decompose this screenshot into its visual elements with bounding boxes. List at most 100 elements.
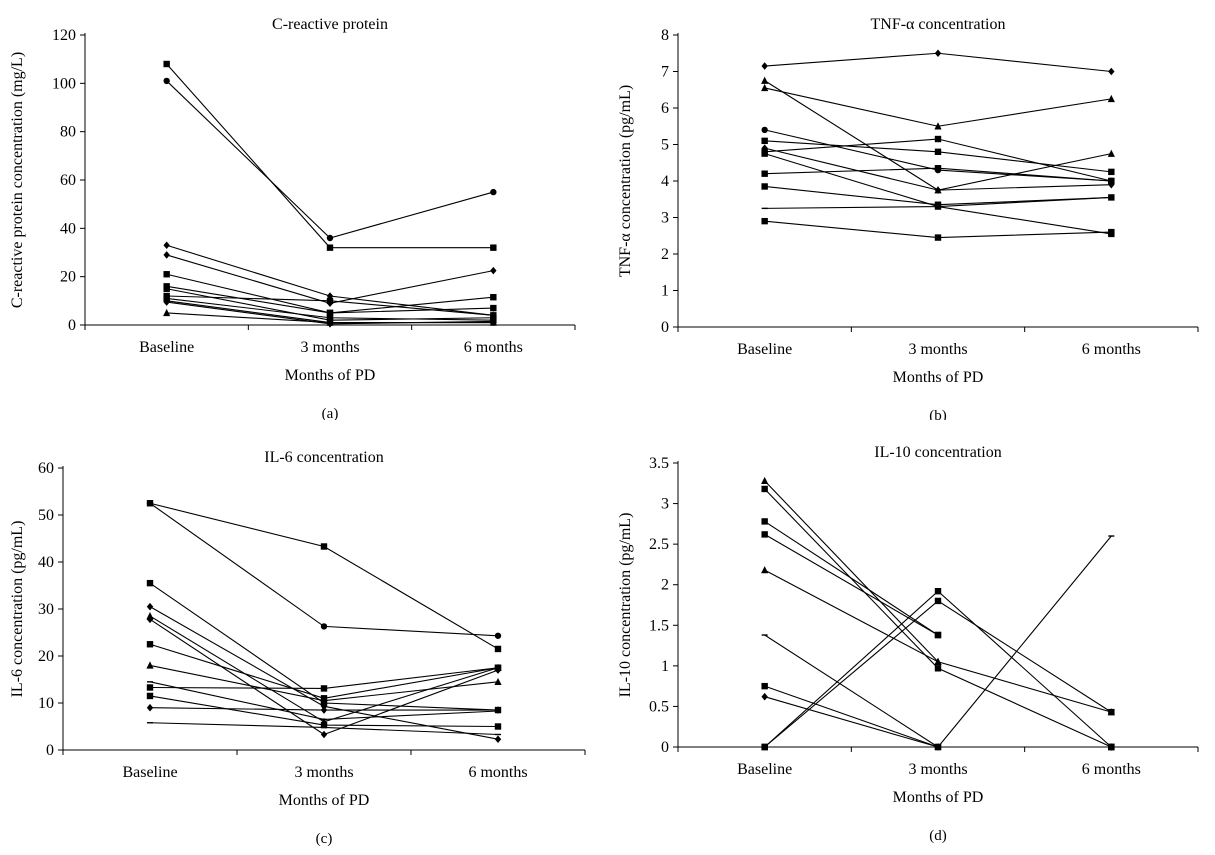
y-tick-label: 1.5 [649, 617, 669, 634]
series-12 [146, 703, 502, 714]
data-point [490, 244, 497, 251]
data-point [761, 682, 768, 690]
data-point [934, 743, 942, 751]
data-point [494, 677, 502, 686]
data-point [761, 476, 769, 485]
y-tick-label: 7 [661, 64, 669, 81]
y-tick-label: 80 [60, 124, 76, 141]
data-point [490, 294, 497, 301]
data-point [761, 76, 769, 84]
x-tick-label: Baseline [737, 761, 792, 778]
y-axis-title: TNF-α concentration (pg/mL) [617, 85, 634, 277]
series-7 [761, 682, 1115, 751]
y-tick-label: 8 [661, 27, 669, 44]
data-point [494, 664, 502, 671]
data-point [761, 217, 768, 225]
y-tick-label: 2 [661, 246, 669, 263]
data-point [494, 645, 502, 653]
series-11 [761, 743, 1115, 751]
data-point [761, 170, 768, 177]
data-point [934, 165, 942, 172]
data-point [761, 531, 768, 538]
series-line [764, 569, 939, 663]
y-tick-label: 60 [60, 172, 76, 189]
chart-svg-c: 0 10 20 30 40 50 60 Baseline 3 months 6 months IL-… [9, 449, 586, 847]
series-line [149, 502, 499, 637]
series-10 [761, 597, 1115, 751]
x-tick-label: 6 months [464, 339, 523, 356]
chart-svg-a: 0 20 40 60 80 100 120 Baseline 3 months 6 months C… [9, 16, 576, 420]
y-tick-label: 2.5 [649, 536, 669, 553]
data-point [146, 641, 154, 648]
y-tick-label: 0 [661, 319, 669, 336]
data-point [761, 566, 769, 574]
chart-title: C-reactive protein [272, 16, 388, 33]
x-tick-label: 6 months [1082, 761, 1141, 778]
y-tick-label: 60 [38, 460, 54, 477]
data-point [761, 183, 768, 190]
panel-caption: (c) [316, 831, 333, 847]
data-point [320, 730, 328, 739]
data-point [1108, 177, 1115, 185]
x-axis-title: Months of PD [285, 367, 376, 384]
data-point [761, 485, 768, 493]
data-point [1108, 228, 1115, 236]
series-1 [761, 49, 1115, 76]
series-4 [761, 531, 942, 639]
y-axis-title: IL-6 concentration (pg/mL) [9, 521, 26, 698]
series-9 [761, 165, 1115, 185]
series-6 [761, 535, 1115, 748]
y-tick-label: 0 [46, 742, 54, 759]
series-13 [147, 722, 501, 736]
data-point [494, 706, 502, 714]
y-tick-label: 3 [661, 496, 669, 513]
y-tick-label: 20 [60, 269, 76, 286]
data-point [934, 186, 942, 194]
series-4 [761, 126, 1115, 185]
data-point [163, 241, 170, 250]
data-point [146, 661, 154, 669]
data-point [163, 251, 170, 259]
x-tick-label: 3 months [908, 341, 967, 358]
x-tick-label: Baseline [122, 764, 177, 781]
data-point [1107, 94, 1115, 103]
chart-panel-a: 0 20 40 60 80 100 120 Baseline 3 months 6 months C… [0, 0, 600, 420]
data-point [163, 308, 171, 317]
data-point [761, 137, 768, 145]
y-tick-label: 0 [68, 317, 76, 334]
y-tick-label: 20 [38, 648, 54, 665]
data-point [934, 49, 942, 58]
data-point [934, 631, 942, 639]
data-point [1108, 168, 1115, 176]
chart-svg-d: 0 0.5 1 1.5 2 2.5 3 3.5 Baseline 3 months 6 months… [617, 444, 1199, 844]
data-point [1107, 149, 1115, 157]
data-point [761, 126, 768, 134]
data-point [146, 703, 154, 712]
series-2 [761, 76, 1115, 194]
data-point [326, 234, 334, 242]
series-11 [146, 692, 502, 730]
y-tick-label: 100 [52, 75, 76, 92]
data-point [320, 543, 328, 550]
data-point [490, 312, 497, 319]
series-line [764, 138, 1112, 182]
series-line [764, 685, 1112, 748]
data-point [934, 597, 942, 605]
series-line [764, 520, 939, 636]
data-point [761, 743, 768, 751]
series-line [764, 80, 1112, 191]
x-tick-label: 3 months [300, 339, 359, 356]
y-tick-label: 1 [661, 283, 669, 300]
series-12 [163, 308, 497, 326]
y-axis-title: IL-10 concentration (pg/mL) [617, 513, 634, 698]
x-tick-label: 3 months [908, 761, 967, 778]
series-3 [761, 518, 942, 639]
y-tick-label: 10 [38, 695, 54, 712]
data-point [489, 318, 497, 326]
data-point [146, 579, 154, 587]
y-tick-label: 2 [661, 577, 669, 594]
chart-panel-c: 0 10 20 30 40 50 60 Baseline 3 months 6 months IL-… [0, 430, 600, 855]
data-point [146, 692, 154, 700]
panel-caption: (a) [322, 406, 339, 420]
data-point [934, 665, 942, 672]
